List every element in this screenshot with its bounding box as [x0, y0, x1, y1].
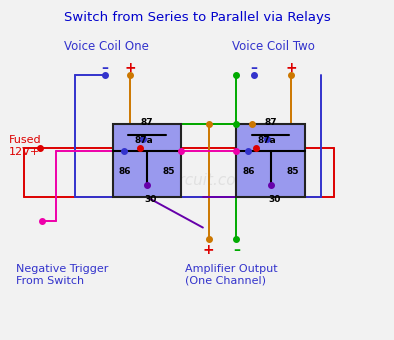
Text: 30: 30 [145, 195, 157, 204]
Text: diycircuit.com: diycircuit.com [143, 173, 251, 188]
Text: 86: 86 [119, 167, 131, 176]
Text: Voice Coil One: Voice Coil One [64, 40, 149, 53]
Text: 87a: 87a [134, 136, 153, 144]
Bar [236, 124, 305, 197]
Text: 87: 87 [141, 118, 153, 127]
Text: Voice Coil Two: Voice Coil Two [232, 40, 315, 53]
Text: Negative Trigger
From Switch: Negative Trigger From Switch [17, 264, 109, 286]
Text: 87a: 87a [258, 136, 277, 144]
Text: +: + [203, 242, 215, 257]
Text: Fused
12V+: Fused 12V+ [9, 136, 41, 157]
Text: Amplifier Output
(One Channel): Amplifier Output (One Channel) [185, 264, 278, 286]
Text: 85: 85 [163, 167, 175, 176]
Text: 87: 87 [264, 118, 277, 127]
Text: 86: 86 [242, 167, 255, 176]
Text: –: – [101, 62, 108, 75]
Text: –: – [233, 242, 240, 257]
Text: 30: 30 [268, 195, 281, 204]
Text: +: + [285, 62, 297, 75]
Text: +: + [125, 62, 136, 75]
Text: 85: 85 [286, 167, 299, 176]
Text: Switch from Series to Parallel via Relays: Switch from Series to Parallel via Relay… [63, 11, 331, 24]
Text: –: – [251, 62, 257, 75]
Bar [113, 124, 181, 197]
